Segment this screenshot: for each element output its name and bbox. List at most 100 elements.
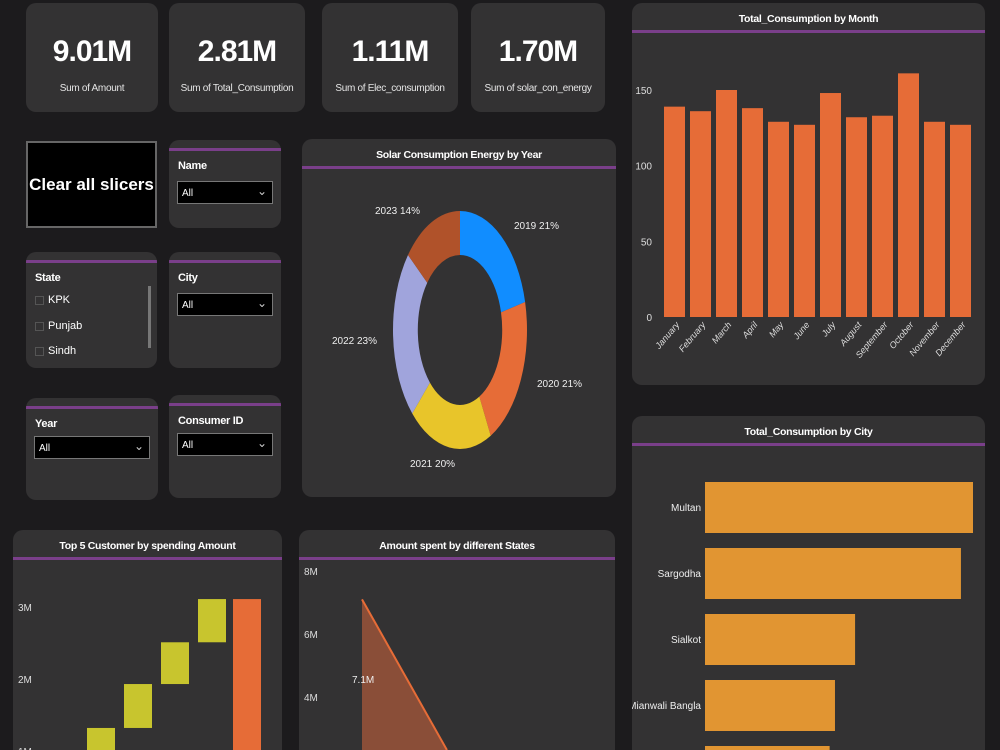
checkbox-icon [35,346,44,356]
y-tick-label: Mianwali Bangla [632,701,701,712]
kpi-value: 9.01M [52,35,132,68]
x-tick-label: March [710,320,734,346]
consumption-by-city-card: Total_Consumption by City Multan Sargodha… [632,416,985,750]
amount-by-states-card: Amount spent by different States 4M 6M 8M 7… [299,530,615,750]
area-chart: 4M 6M 8M 7.1M [304,567,448,750]
bar-december [950,124,971,317]
checkbox-icon [35,321,44,331]
chevron-down-icon: ⌄ [256,296,267,310]
kpi-value: 1.11M [351,35,430,68]
bar-august [846,117,867,318]
y-tick-label: 4M [304,693,318,704]
bar-june [794,124,815,317]
y-tick-label: Sialkot [671,635,701,646]
city-dropdown[interactable]: All ⌄ [177,293,273,316]
clear-all-slicers-button[interactable]: Clear all slicers [26,141,157,228]
kpi-card-total-consumption: 2.81M Sum of Total_Consumption [169,3,305,112]
bar-city [705,548,961,599]
x-tick-label: July [819,319,838,339]
slicer-title: State [35,272,61,284]
chart-title: Top 5 Customer by spending Amount [59,540,236,552]
chart-title: Amount spent by different States [379,540,535,552]
waterfall-step [124,684,152,728]
waterfall-total [233,599,261,750]
waterfall-step [198,599,226,643]
donut-slice-2022 [393,254,430,414]
city-slicer: City All ⌄ [169,252,281,368]
slicer-title: Year [35,418,58,430]
y-tick-label: 0 [646,313,652,324]
waterfall-step [161,642,189,685]
bar-september [872,115,893,317]
donut-slice-2020 [479,301,527,436]
data-label: 2022 23% [332,336,377,347]
name-dropdown[interactable]: All ⌄ [177,181,273,204]
donut-slice-2023 [407,211,460,283]
slicer-title: City [178,272,198,284]
scrollbar[interactable] [148,286,151,348]
top5-customers-card: Top 5 Customer by spending Amount 1M 2M 3M [13,530,282,750]
bar-april [742,108,763,317]
y-tick-label: 1M [18,747,32,750]
kpi-card-elec-consumption: 1.11M Sum of Elec_consumption [322,3,458,112]
y-tick-label: 50 [641,237,653,248]
y-tick-label: 6M [304,630,318,641]
data-label: 2023 14% [375,206,420,217]
bar-city [705,614,856,665]
chart-title: Solar Consumption Energy by Year [376,149,542,161]
kpi-value: 2.81M [197,35,277,68]
bar-city [705,746,830,750]
bar-july [820,93,841,317]
y-tick-label: Sargodha [658,569,702,580]
dropdown-value: All [182,188,194,199]
donut-chart: 2019 21% 2020 21% 2021 20% 2022 23% 2023 14% [332,206,582,470]
bar-march [716,90,737,317]
y-tick-label: 8M [304,567,318,578]
waterfall-chart: 1M 2M 3M [18,599,261,750]
consumption-by-month-card: Total_Consumption by Month 0 50 100 150 Janu… [632,3,985,385]
kpi-label: Sum of Amount [59,83,125,94]
state-slicer: State KPK Punjab Sindh [26,252,157,368]
kpi-value: 1.70M [498,35,578,68]
year-dropdown[interactable]: All ⌄ [34,436,150,459]
dropdown-value: All [182,440,194,451]
name-slicer: Name All ⌄ [169,140,281,228]
option-label: Sindh [48,345,77,357]
solar-by-year-donut-card: Solar Consumption Energy by Year 2019 21… [302,139,616,497]
chevron-down-icon: ⌄ [256,436,267,450]
chevron-down-icon: ⌄ [133,439,144,453]
dropdown-value: All [182,300,194,311]
state-option-kpk[interactable]: KPK [35,294,70,306]
bar-november [924,121,945,317]
bar-october [898,73,919,317]
state-option-punjab[interactable]: Punjab [35,320,82,332]
kpi-label: Sum of solar_con_energy [484,83,592,94]
y-tick-label: 3M [18,603,32,614]
dropdown-value: All [39,443,51,454]
kpi-label: Sum of Total_Consumption [180,83,294,94]
x-tick-label: April [740,319,761,341]
chevron-down-icon: ⌄ [256,184,267,198]
y-tick-label: 100 [635,162,652,173]
city-bar-chart: Multan Sargodha Sialkot Mianwali Bangla [632,482,973,750]
y-tick-label: 2M [18,675,32,686]
donut-slice-2019 [460,211,526,313]
x-tick-label: February [677,319,708,353]
bar-may [768,121,789,317]
consumer-id-slicer: Consumer ID All ⌄ [169,395,281,498]
data-label: 2019 21% [514,221,559,232]
consumer-id-dropdown[interactable]: All ⌄ [177,433,273,456]
bar-city [705,482,973,533]
kpi-label: Sum of Elec_consumption [335,83,445,94]
x-tick-label: August [837,319,864,348]
area-line [361,598,448,750]
kpi-card-amount: 9.01M Sum of Amount [26,3,158,112]
data-label: 7.1M [352,675,374,686]
slicer-title: Name [178,160,207,172]
state-option-sindh[interactable]: Sindh [35,345,76,357]
option-label: KPK [48,294,71,306]
data-label: 2020 21% [537,379,582,390]
chart-title: Total_Consumption by Month [738,13,879,25]
chart-title: Total_Consumption by City [744,426,873,438]
